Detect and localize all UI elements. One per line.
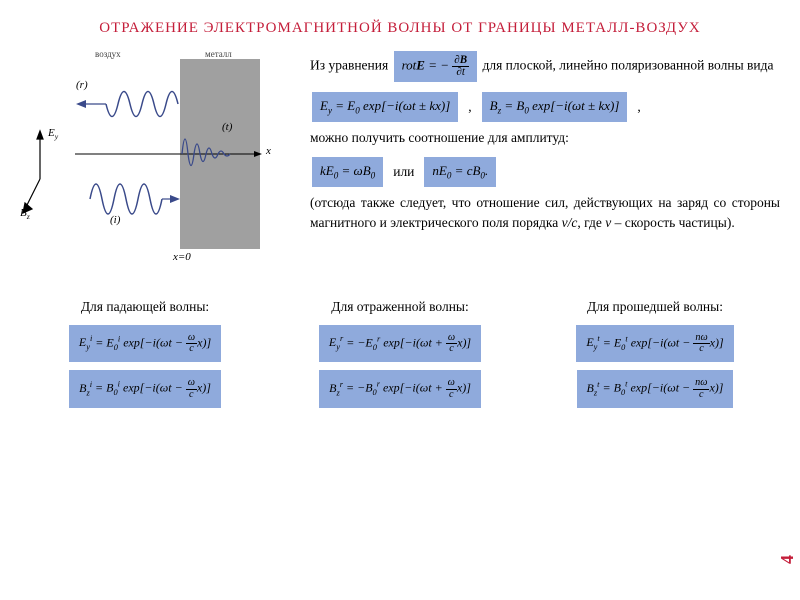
reflected-B: Bzr = −B0r exp[−i(ωt + ωcx)] — [319, 370, 481, 407]
text-or: или — [393, 162, 414, 182]
incident-B: Bzi = B0i exp[−i(ωt − ωcx)] — [69, 370, 221, 407]
main-content: воздух металл — [0, 49, 800, 289]
col1-title: Для падающей волны: — [25, 299, 265, 315]
col2-title: Для отраженной волны: — [280, 299, 520, 315]
formula-Bz: Bz = B0 exp[−i(ωt ± kx)] — [482, 92, 628, 122]
formula-maxwell: rotE = − ∂B∂t — [394, 51, 478, 82]
reflected-column: Для отраженной волны: Eyr = −E0r exp[−i(… — [280, 299, 520, 416]
transmitted-E: Eyt = E0t exp[−i(ωt − nωcx)] — [576, 325, 733, 362]
p1a: Из уравнения — [310, 58, 388, 73]
p3: (отсюда также следует, что отношение сил… — [310, 193, 780, 234]
x-origin-label: x=0 — [173, 251, 191, 263]
axis-Ey-label: Ey — [48, 127, 58, 141]
col3-title: Для прошедшей волны: — [535, 299, 775, 315]
p2: можно получить соотношение для амплитуд: — [310, 128, 780, 148]
wave-diagram: воздух металл — [20, 49, 300, 289]
incident-E: Eyi = E0i exp[−i(ωt − ωcx)] — [69, 325, 221, 362]
wave-t-label: (t) — [222, 121, 232, 133]
incident-column: Для падающей волны: Eyi = E0i exp[−i(ωt … — [25, 299, 265, 416]
bottom-formulas: Для падающей волны: Eyi = E0i exp[−i(ωt … — [0, 289, 800, 426]
transmitted-column: Для прошедшей волны: Eyt = E0t exp[−i(ωt… — [535, 299, 775, 416]
reflected-E: Eyr = −E0r exp[−i(ωt + ωcx)] — [319, 325, 481, 362]
axis-x-label: x — [266, 145, 271, 157]
axis-Bz-label: Bz — [20, 207, 30, 221]
transmitted-B: Bzt = B0t exp[−i(ωt − nωcx)] — [577, 370, 734, 407]
formula-amp1: kE0 = ωB0 — [312, 157, 383, 187]
wave-svg — [20, 49, 300, 289]
slide-title: ОТРАЖЕНИЕ ЭЛЕКТРОМАГНИТНОЙ ВОЛНЫ ОТ ГРАН… — [0, 0, 800, 49]
wave-i-label: (i) — [110, 214, 120, 226]
wave-r-label: (r) — [76, 79, 88, 91]
formula-Ey: Ey = E0 exp[−i(ωt ± kx)] — [312, 92, 458, 122]
formula-amp2: nE0 = cB0. — [424, 157, 496, 187]
page-number: 4 — [777, 555, 798, 564]
p1b: для плоской, линейно поляризованной волн… — [482, 58, 773, 73]
text-block: Из уравнения rotE = − ∂B∂t для плоской, … — [310, 49, 780, 289]
